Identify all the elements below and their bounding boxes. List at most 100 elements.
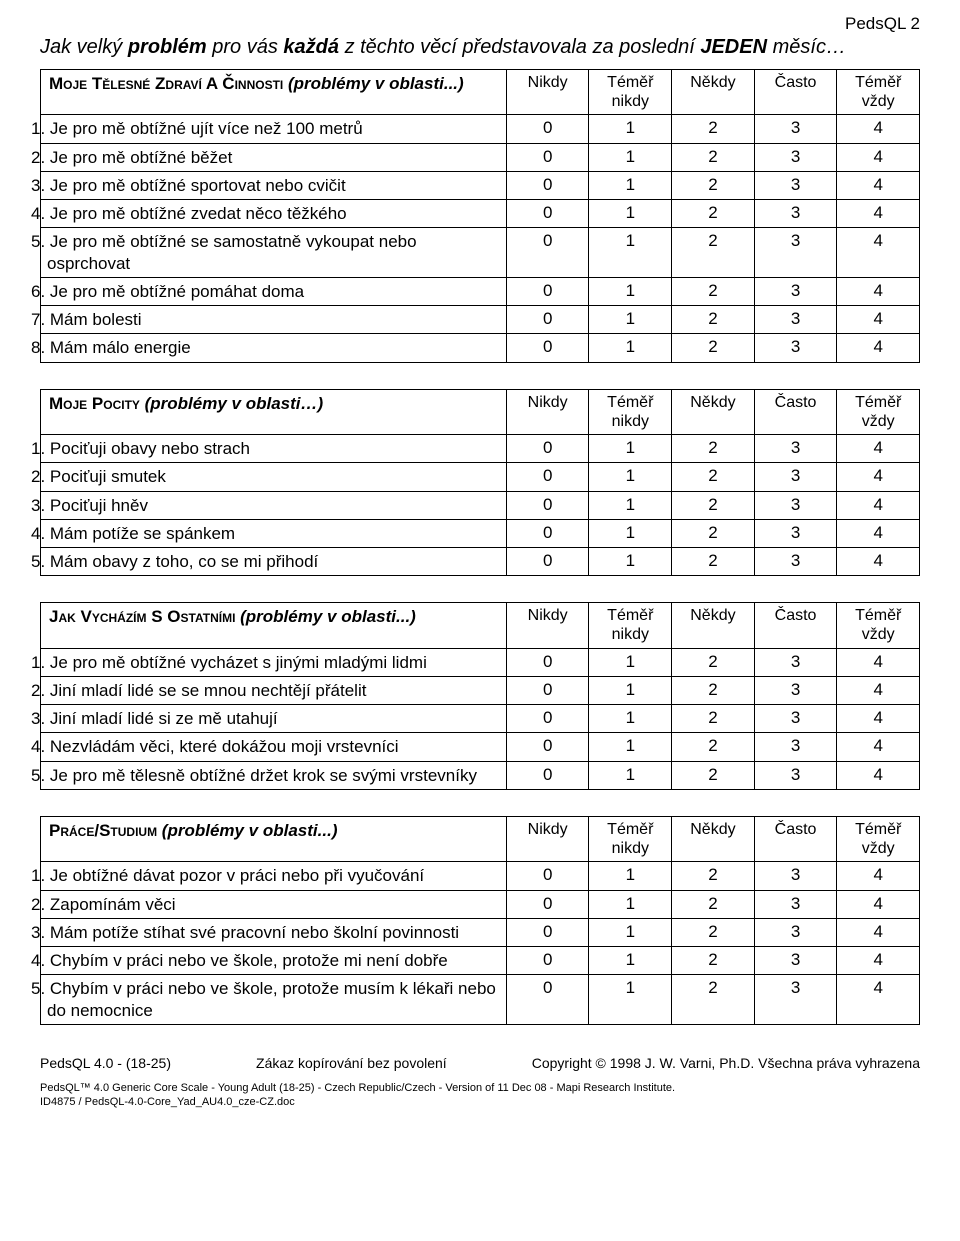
scale-value-cell[interactable]: 0 bbox=[506, 228, 589, 278]
scale-value-cell[interactable]: 2 bbox=[672, 277, 755, 305]
scale-value-cell[interactable]: 2 bbox=[672, 648, 755, 676]
scale-value-cell[interactable]: 3 bbox=[754, 491, 837, 519]
scale-value-cell[interactable]: 2 bbox=[672, 918, 755, 946]
scale-value-cell[interactable]: 4 bbox=[837, 519, 920, 547]
scale-value-cell[interactable]: 0 bbox=[506, 975, 589, 1025]
scale-value-cell[interactable]: 2 bbox=[672, 115, 755, 143]
scale-value-cell[interactable]: 4 bbox=[837, 548, 920, 576]
scale-value-cell[interactable]: 4 bbox=[837, 200, 920, 228]
scale-value-cell[interactable]: 4 bbox=[837, 761, 920, 789]
scale-value-cell[interactable]: 4 bbox=[837, 277, 920, 305]
scale-value-cell[interactable]: 1 bbox=[589, 334, 672, 362]
scale-value-cell[interactable]: 4 bbox=[837, 228, 920, 278]
scale-value-cell[interactable]: 0 bbox=[506, 519, 589, 547]
scale-value-cell[interactable]: 4 bbox=[837, 975, 920, 1025]
scale-value-cell[interactable]: 1 bbox=[589, 435, 672, 463]
scale-value-cell[interactable]: 1 bbox=[589, 519, 672, 547]
scale-value-cell[interactable]: 4 bbox=[837, 676, 920, 704]
scale-value-cell[interactable]: 2 bbox=[672, 334, 755, 362]
scale-value-cell[interactable]: 0 bbox=[506, 115, 589, 143]
scale-value-cell[interactable]: 0 bbox=[506, 306, 589, 334]
scale-value-cell[interactable]: 0 bbox=[506, 548, 589, 576]
scale-value-cell[interactable]: 0 bbox=[506, 761, 589, 789]
scale-value-cell[interactable]: 0 bbox=[506, 862, 589, 890]
scale-value-cell[interactable]: 4 bbox=[837, 306, 920, 334]
scale-value-cell[interactable]: 4 bbox=[837, 705, 920, 733]
scale-value-cell[interactable]: 0 bbox=[506, 435, 589, 463]
scale-value-cell[interactable]: 4 bbox=[837, 435, 920, 463]
scale-value-cell[interactable]: 3 bbox=[754, 228, 837, 278]
scale-value-cell[interactable]: 4 bbox=[837, 648, 920, 676]
scale-value-cell[interactable]: 4 bbox=[837, 115, 920, 143]
scale-value-cell[interactable]: 0 bbox=[506, 648, 589, 676]
scale-value-cell[interactable]: 0 bbox=[506, 491, 589, 519]
scale-value-cell[interactable]: 1 bbox=[589, 548, 672, 576]
scale-value-cell[interactable]: 2 bbox=[672, 171, 755, 199]
scale-value-cell[interactable]: 0 bbox=[506, 171, 589, 199]
scale-value-cell[interactable]: 4 bbox=[837, 947, 920, 975]
scale-value-cell[interactable]: 2 bbox=[672, 306, 755, 334]
scale-value-cell[interactable]: 3 bbox=[754, 761, 837, 789]
scale-value-cell[interactable]: 2 bbox=[672, 228, 755, 278]
scale-value-cell[interactable]: 1 bbox=[589, 947, 672, 975]
scale-value-cell[interactable]: 3 bbox=[754, 975, 837, 1025]
scale-value-cell[interactable]: 3 bbox=[754, 733, 837, 761]
scale-value-cell[interactable]: 1 bbox=[589, 171, 672, 199]
scale-value-cell[interactable]: 2 bbox=[672, 463, 755, 491]
scale-value-cell[interactable]: 1 bbox=[589, 761, 672, 789]
scale-value-cell[interactable]: 4 bbox=[837, 171, 920, 199]
scale-value-cell[interactable]: 2 bbox=[672, 975, 755, 1025]
scale-value-cell[interactable]: 0 bbox=[506, 143, 589, 171]
scale-value-cell[interactable]: 1 bbox=[589, 705, 672, 733]
scale-value-cell[interactable]: 1 bbox=[589, 463, 672, 491]
scale-value-cell[interactable]: 0 bbox=[506, 947, 589, 975]
scale-value-cell[interactable]: 3 bbox=[754, 890, 837, 918]
scale-value-cell[interactable]: 2 bbox=[672, 676, 755, 704]
scale-value-cell[interactable]: 3 bbox=[754, 676, 837, 704]
scale-value-cell[interactable]: 2 bbox=[672, 761, 755, 789]
scale-value-cell[interactable]: 2 bbox=[672, 890, 755, 918]
scale-value-cell[interactable]: 4 bbox=[837, 890, 920, 918]
scale-value-cell[interactable]: 2 bbox=[672, 733, 755, 761]
scale-value-cell[interactable]: 1 bbox=[589, 648, 672, 676]
scale-value-cell[interactable]: 2 bbox=[672, 143, 755, 171]
scale-value-cell[interactable]: 2 bbox=[672, 862, 755, 890]
scale-value-cell[interactable]: 2 bbox=[672, 947, 755, 975]
scale-value-cell[interactable]: 4 bbox=[837, 862, 920, 890]
scale-value-cell[interactable]: 4 bbox=[837, 733, 920, 761]
scale-value-cell[interactable]: 4 bbox=[837, 491, 920, 519]
scale-value-cell[interactable]: 0 bbox=[506, 705, 589, 733]
scale-value-cell[interactable]: 3 bbox=[754, 648, 837, 676]
scale-value-cell[interactable]: 0 bbox=[506, 918, 589, 946]
scale-value-cell[interactable]: 2 bbox=[672, 435, 755, 463]
scale-value-cell[interactable]: 4 bbox=[837, 918, 920, 946]
scale-value-cell[interactable]: 3 bbox=[754, 947, 837, 975]
scale-value-cell[interactable]: 3 bbox=[754, 463, 837, 491]
scale-value-cell[interactable]: 3 bbox=[754, 171, 837, 199]
scale-value-cell[interactable]: 4 bbox=[837, 334, 920, 362]
scale-value-cell[interactable]: 2 bbox=[672, 519, 755, 547]
scale-value-cell[interactable]: 3 bbox=[754, 306, 837, 334]
scale-value-cell[interactable]: 3 bbox=[754, 519, 837, 547]
scale-value-cell[interactable]: 0 bbox=[506, 463, 589, 491]
scale-value-cell[interactable]: 3 bbox=[754, 918, 837, 946]
scale-value-cell[interactable]: 0 bbox=[506, 890, 589, 918]
scale-value-cell[interactable]: 2 bbox=[672, 491, 755, 519]
scale-value-cell[interactable]: 0 bbox=[506, 200, 589, 228]
scale-value-cell[interactable]: 0 bbox=[506, 334, 589, 362]
scale-value-cell[interactable]: 1 bbox=[589, 200, 672, 228]
scale-value-cell[interactable]: 1 bbox=[589, 115, 672, 143]
scale-value-cell[interactable]: 2 bbox=[672, 705, 755, 733]
scale-value-cell[interactable]: 3 bbox=[754, 435, 837, 463]
scale-value-cell[interactable]: 3 bbox=[754, 200, 837, 228]
scale-value-cell[interactable]: 3 bbox=[754, 548, 837, 576]
scale-value-cell[interactable]: 0 bbox=[506, 277, 589, 305]
scale-value-cell[interactable]: 1 bbox=[589, 733, 672, 761]
scale-value-cell[interactable]: 3 bbox=[754, 705, 837, 733]
scale-value-cell[interactable]: 4 bbox=[837, 463, 920, 491]
scale-value-cell[interactable]: 1 bbox=[589, 277, 672, 305]
scale-value-cell[interactable]: 3 bbox=[754, 143, 837, 171]
scale-value-cell[interactable]: 1 bbox=[589, 676, 672, 704]
scale-value-cell[interactable]: 0 bbox=[506, 733, 589, 761]
scale-value-cell[interactable]: 2 bbox=[672, 548, 755, 576]
